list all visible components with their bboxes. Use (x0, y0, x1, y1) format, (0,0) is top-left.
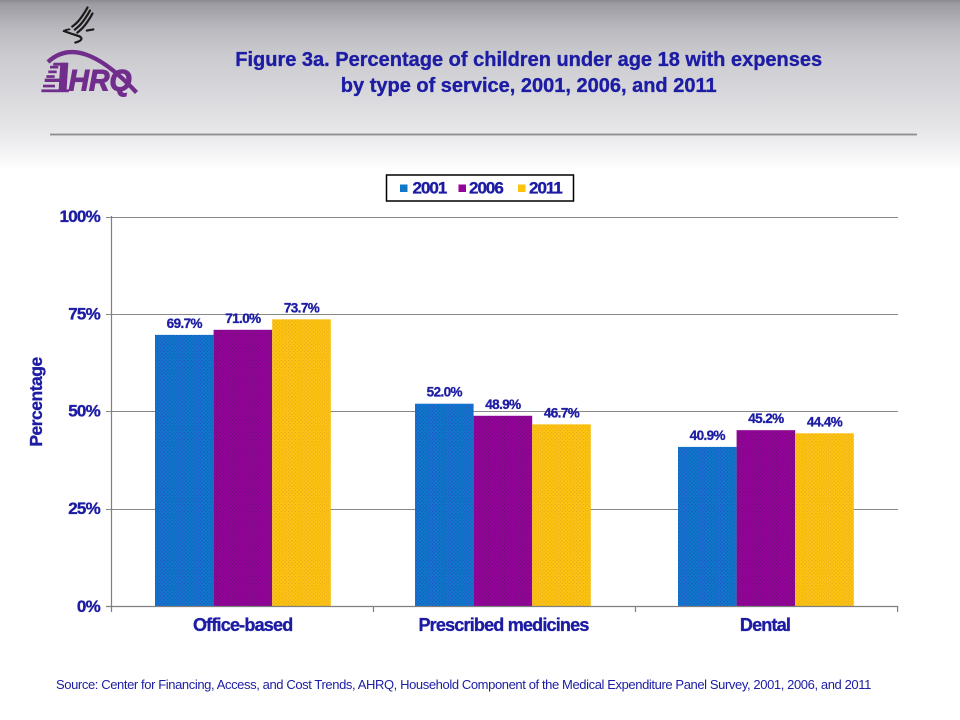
svg-text:73.7%: 73.7% (284, 300, 320, 315)
svg-text:46.7%: 46.7% (544, 405, 580, 420)
svg-text:Prescribed medicines: Prescribed medicines (418, 615, 589, 635)
svg-text:HRQ: HRQ (69, 64, 132, 97)
svg-text:52.0%: 52.0% (427, 385, 463, 400)
svg-text:Percentage: Percentage (26, 357, 46, 447)
svg-text:40.9%: 40.9% (690, 428, 726, 443)
svg-text:25%: 25% (68, 499, 100, 518)
svg-text:44.4%: 44.4% (807, 414, 843, 429)
svg-text:100%: 100% (60, 207, 101, 226)
svg-text:50%: 50% (68, 402, 100, 421)
svg-text:69.7%: 69.7% (167, 316, 203, 331)
svg-text:45.2%: 45.2% (748, 411, 784, 426)
svg-text:by type of service, 2001, 2006: by type of service, 2001, 2006, and 2011 (341, 75, 717, 97)
svg-text:Figure 3a. Percentage of child: Figure 3a. Percentage of children under … (235, 49, 822, 71)
svg-text:71.0%: 71.0% (225, 311, 261, 326)
svg-text:48.9%: 48.9% (485, 397, 521, 412)
svg-text:2006: 2006 (469, 179, 503, 198)
svg-text:2001: 2001 (413, 179, 447, 198)
svg-text:Dental: Dental (740, 615, 790, 635)
svg-text:Source: Center for Financing,: Source: Center for Financing, Access, an… (56, 677, 871, 692)
svg-text:2011: 2011 (529, 179, 562, 198)
svg-text:Office-based: Office-based (193, 615, 292, 635)
svg-text:75%: 75% (68, 304, 100, 323)
svg-text:0%: 0% (77, 597, 101, 616)
